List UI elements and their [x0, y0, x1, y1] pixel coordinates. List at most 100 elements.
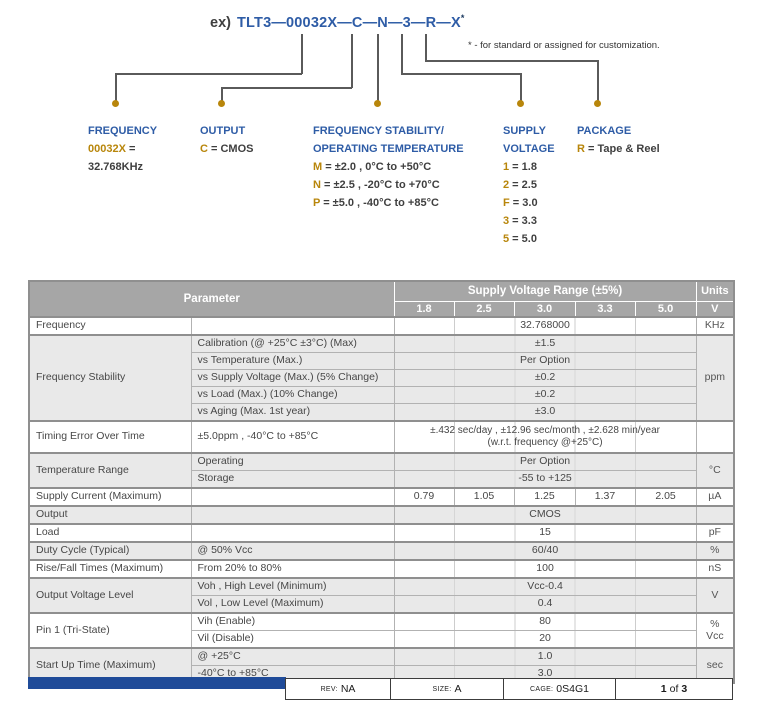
leader-line-supply-voltage	[520, 73, 522, 101]
leader-line-output	[221, 87, 223, 101]
legend-supply-option: 5 = 5.0	[503, 233, 537, 245]
unit-cell: µA	[695, 487, 735, 507]
table-row-duty-cycle: Duty Cycle (Typical) @ 50% Vcc 60/40 %	[28, 541, 735, 561]
connector-dot-output	[218, 100, 225, 107]
legend-supply-option: 2 = 2.5	[503, 179, 537, 191]
table-row-frequency-stability: vs Load (Max.) (10% Change) ±0.2	[29, 386, 734, 404]
value-cell: 2.05	[634, 487, 697, 507]
connector-dot-frequency	[112, 100, 119, 107]
footer-page-cell: 1 of 3	[616, 679, 732, 699]
legend-frequency-title: FREQUENCY	[88, 125, 158, 137]
condition-cell: From 20% to 80%	[190, 559, 395, 579]
footer-size-cell: SIZE: A	[391, 679, 504, 699]
condition-cell: @ 50% Vcc	[190, 541, 395, 561]
legend-stability-option: P = ±5.0 , -40°C to +85°C	[313, 197, 439, 209]
customization-note: * - for standard or assigned for customi…	[468, 40, 660, 51]
leader-line-supply-voltage	[401, 73, 521, 75]
leader-line-frequency	[115, 73, 117, 101]
header-voltage: 1.8	[393, 301, 455, 318]
value-cell: ±0.2	[393, 369, 697, 387]
legend-frequency: FREQUENCY 00032X = 32.768KHz	[88, 122, 157, 176]
sub-label: Vil (Disable)	[190, 630, 395, 649]
value-cell: 32.768000	[393, 316, 697, 336]
table-row-frequency-stability: vs Temperature (Max.) Per Option	[29, 352, 734, 370]
legend-stability: FREQUENCY STABILITY/ OPERATING TEMPERATU…	[313, 122, 464, 212]
legend-output: OUTPUT C = CMOS	[200, 122, 254, 158]
legend-frequency-code-line: 00032X =	[88, 143, 136, 155]
legend-supply-option: 1 = 1.8	[503, 161, 537, 173]
example-prefix: ex)	[210, 14, 231, 31]
connector-dot-supply-voltage	[517, 100, 524, 107]
header-units: Units	[695, 280, 735, 302]
condition-cell	[190, 523, 395, 543]
leader-line-package	[425, 60, 598, 62]
connector-dot-stability	[374, 100, 381, 107]
value-cell: 60/40	[393, 541, 697, 561]
value-cell: 1.25	[513, 487, 576, 507]
size-value: A	[454, 683, 462, 695]
param-label: Frequency Stability	[28, 334, 192, 422]
footer-bar	[28, 677, 286, 689]
value-cell: -55 to +125	[393, 470, 697, 489]
spec-table-container: Parameter Supply Voltage Range (±5%) Uni…	[28, 280, 736, 684]
legend-package: PACKAGE R = Tape & Reel	[577, 122, 660, 158]
legend-supply-option: F = 3.0	[503, 197, 538, 209]
value-cell: CMOS	[393, 505, 697, 525]
header-units-v: V	[695, 301, 735, 318]
size-label: SIZE:	[432, 685, 452, 693]
value-cell: 0.79	[393, 487, 455, 507]
footer-rev-cell: REV: NA	[286, 679, 391, 699]
value-cell: Vcc-0.4	[393, 577, 697, 596]
leader-line-output	[221, 87, 352, 89]
value-cell: ±1.5	[393, 334, 697, 353]
value-cell: ±0.2	[393, 386, 697, 404]
part-number-asterisk: *	[460, 13, 465, 23]
leader-line-supply-voltage	[401, 34, 403, 74]
param-label: Timing Error Over Time	[28, 420, 192, 454]
leader-line-frequency	[115, 73, 302, 75]
header-parameter: Parameter	[28, 280, 395, 318]
param-label: Temperature Range	[28, 452, 192, 489]
sub-label: Vol , Low Level (Maximum)	[190, 595, 395, 614]
sub-label: Operating	[190, 452, 395, 471]
sub-label: vs Supply Voltage (Max.) (5% Change)	[190, 369, 395, 387]
param-label: Output Voltage Level	[28, 577, 192, 614]
value-cell: 1.05	[453, 487, 515, 507]
value-cell: 100	[393, 559, 697, 579]
table-row-frequency-stability: vs Aging (Max. 1st year) ±3.0	[29, 403, 734, 422]
table-row-frequency-stability: Frequency Stability Calibration (@ +25°C…	[28, 334, 735, 422]
param-label: Rise/Fall Times (Maximum)	[28, 559, 192, 579]
value-cell: 20	[393, 630, 697, 649]
table-row-output-voltage: Vol , Low Level (Maximum) 0.4	[29, 595, 734, 614]
footer-info-table: REV: NA SIZE: A CAGE: 0S4G1 1 of 3	[285, 678, 733, 700]
sub-label: Vih (Enable)	[190, 612, 395, 631]
header-voltage: 3.0	[513, 301, 576, 318]
sub-label: @ +25°C	[190, 647, 395, 666]
legend-output-value: C = CMOS	[200, 143, 254, 155]
unit-cell: pF	[695, 523, 735, 543]
unit-cell: %	[695, 541, 735, 561]
unit-cell: °C	[695, 452, 735, 489]
table-row-rise-fall: Rise/Fall Times (Maximum) From 20% to 80…	[28, 559, 735, 579]
sub-label: Voh , High Level (Minimum)	[190, 577, 395, 596]
value-cell: ±.432 sec/day , ±12.96 sec/month , ±2.62…	[393, 420, 697, 454]
legend-supply-title-2: VOLTAGE	[503, 143, 555, 155]
table-row-frequency-stability: vs Supply Voltage (Max.) (5% Change) ±0.…	[29, 369, 734, 387]
legend-stability-title-2: OPERATING TEMPERATURE	[313, 143, 464, 155]
table-row-pin1: Pin 1 (Tri-State) Vih (Enable) 80 % Vcc	[28, 612, 735, 649]
rev-value: NA	[340, 683, 356, 695]
condition-cell	[190, 487, 395, 507]
legend-package-title: PACKAGE	[577, 125, 632, 137]
legend-stability-option: M = ±2.0 , 0°C to +50°C	[313, 161, 432, 173]
param-label: Duty Cycle (Typical)	[28, 541, 192, 561]
table-row-load: Load 15 pF	[28, 523, 735, 543]
legend-supply-voltage: SUPPLY VOLTAGE 1 = 1.8 2 = 2.5 F = 3.0 3…	[503, 122, 555, 248]
table-row-temperature-range: Temperature Range Operating Per Option °…	[28, 452, 735, 489]
leader-line-package	[425, 34, 427, 61]
value-cell: Per Option	[393, 352, 697, 370]
page-of: of	[669, 683, 679, 695]
page-total: 3	[681, 683, 688, 695]
param-label: Output	[28, 505, 192, 525]
legend-frequency-value: 32.768KHz	[88, 161, 144, 173]
